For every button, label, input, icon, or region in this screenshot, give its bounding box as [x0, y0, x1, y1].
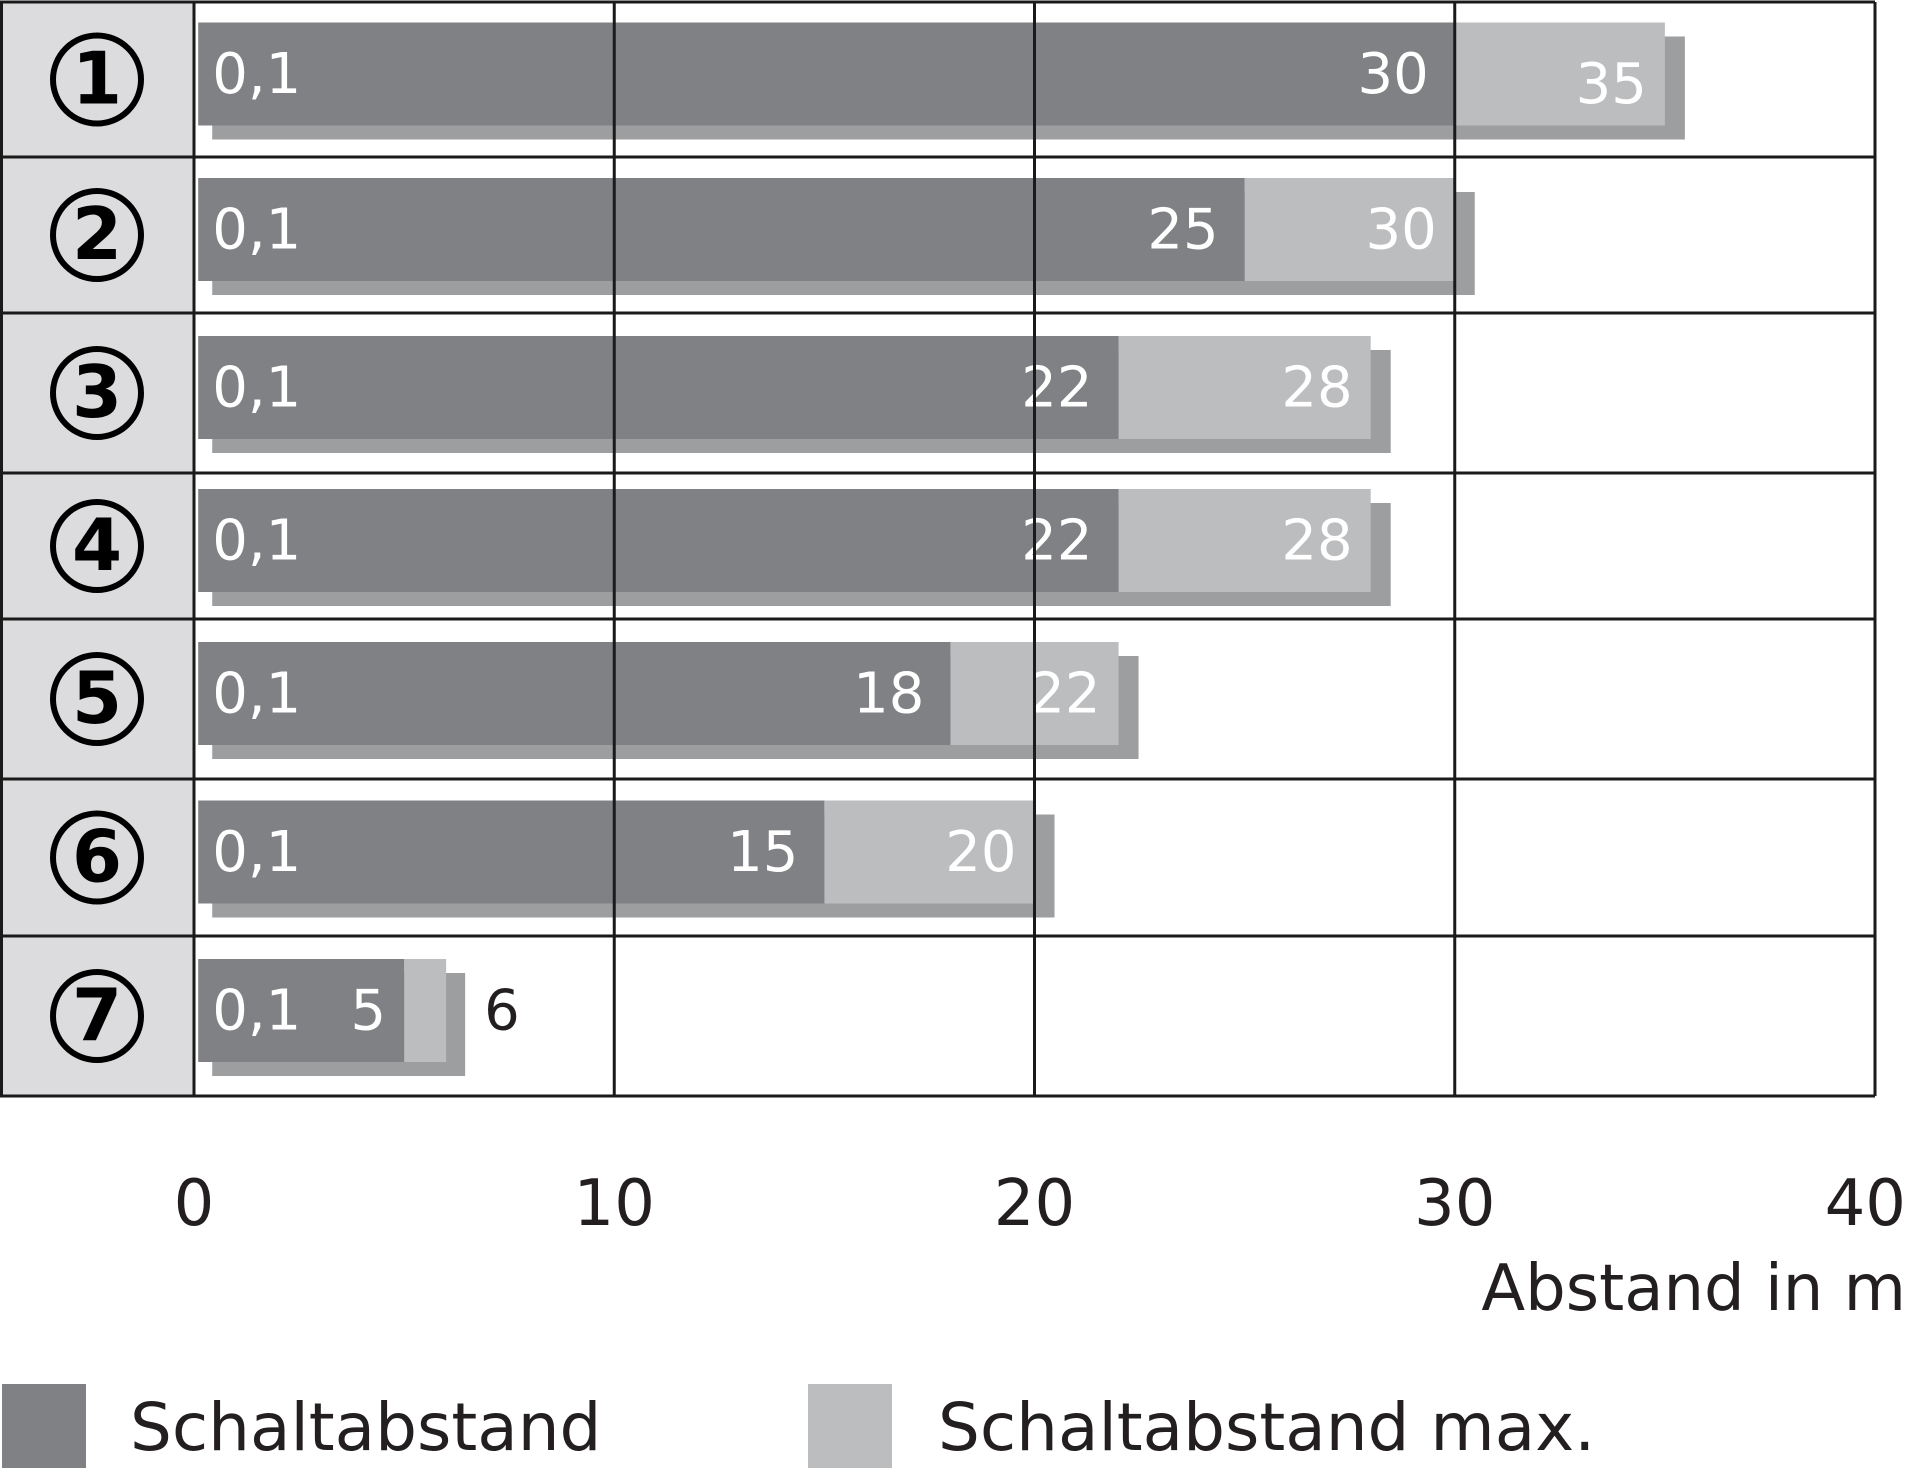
row-number-label: 6	[72, 815, 122, 899]
row-number-label: 1	[72, 37, 122, 121]
bar-schaltabstand-max	[1118, 336, 1371, 439]
bar-schaltabstand	[198, 800, 825, 904]
x-axis-label: Abstand in m	[1481, 1252, 1906, 1326]
x-tick-label: 30	[1414, 1167, 1495, 1241]
bar-start-label: 0,1	[212, 42, 301, 107]
bar-max-label: 6	[484, 979, 520, 1044]
row-number-label: 7	[72, 973, 122, 1057]
bar-start-label: 0,1	[212, 662, 301, 727]
row-number-circle	[50, 346, 144, 440]
bar-value-label: 15	[727, 820, 798, 885]
bar-max-label: 30	[1365, 198, 1436, 263]
bar-start-label: 0,1	[212, 198, 301, 263]
x-tick-label: 40	[1825, 1167, 1906, 1241]
row-number-circle	[50, 810, 144, 905]
x-tick-label: 20	[994, 1167, 1075, 1241]
bar-schaltabstand	[198, 336, 1119, 439]
row-number-circle	[50, 499, 144, 593]
row-number-circle	[50, 969, 144, 1063]
bar-schaltabstand	[198, 22, 1455, 126]
legend-swatch	[808, 1384, 892, 1468]
row-number-circle	[50, 32, 144, 127]
x-tick-label: 0	[174, 1167, 215, 1241]
bar-value-label: 5	[350, 979, 386, 1044]
bar-start-label: 0,1	[212, 979, 301, 1044]
row-label-background	[2, 2, 194, 1096]
bar-schaltabstand	[198, 642, 951, 745]
bar-schaltabstand-max	[1454, 22, 1665, 126]
bar-value-label: 30	[1357, 42, 1428, 107]
bar-schaltabstand-max	[1118, 489, 1371, 592]
bar-max-label: 28	[1281, 356, 1352, 421]
row-number-label: 3	[72, 350, 122, 434]
bar-max-label: 35	[1576, 52, 1647, 117]
bar-value-label: 22	[1021, 509, 1092, 574]
bar-schaltabstand-max	[404, 959, 447, 1062]
legend-swatch	[2, 1384, 86, 1468]
x-axis: Abstand in m 0 10 20 30 40	[174, 1167, 1906, 1326]
legend-label: Schaltabstand	[130, 1389, 601, 1466]
grid-lines	[0, 0, 1877, 1098]
bar-value-label: 25	[1147, 198, 1218, 263]
bar-schaltabstand	[198, 178, 1245, 281]
row-number-label: 4	[72, 503, 122, 587]
row-number-circle	[50, 652, 144, 746]
bar-schaltabstand-max	[824, 800, 1035, 904]
bar-value-label: 18	[853, 662, 924, 727]
bar-start-label: 0,1	[212, 509, 301, 574]
bar-max-label: 20	[945, 820, 1016, 885]
row-number-label: 5	[72, 656, 122, 740]
row-label-column	[2, 2, 194, 1096]
bar-value-label: 22	[1021, 356, 1092, 421]
bar-schaltabstand-max	[1244, 178, 1455, 281]
bar-start-label: 0,1	[212, 820, 301, 885]
bar-max-label: 28	[1281, 509, 1352, 574]
bar-schaltabstand	[198, 959, 405, 1062]
bar-schaltabstand	[198, 489, 1119, 592]
bar-max-label: 22	[1029, 662, 1100, 727]
bar-start-label: 0,1	[212, 356, 301, 421]
bars-layer: 0,1 30 35 0,1 25 30 0,1 22 28 0,1 22 28 0,1 18 22 0,1 15…	[198, 22, 1685, 1076]
row-number-label: 2	[72, 192, 122, 276]
row-labels: 1 2 3 4 5 6 7	[50, 32, 144, 1063]
row-number-circle	[50, 188, 144, 282]
legend-label: Schaltabstand max.	[938, 1389, 1595, 1466]
legend: Schaltabstand Schaltabstand max.	[2, 1384, 1595, 1468]
x-tick-label: 10	[574, 1167, 655, 1241]
